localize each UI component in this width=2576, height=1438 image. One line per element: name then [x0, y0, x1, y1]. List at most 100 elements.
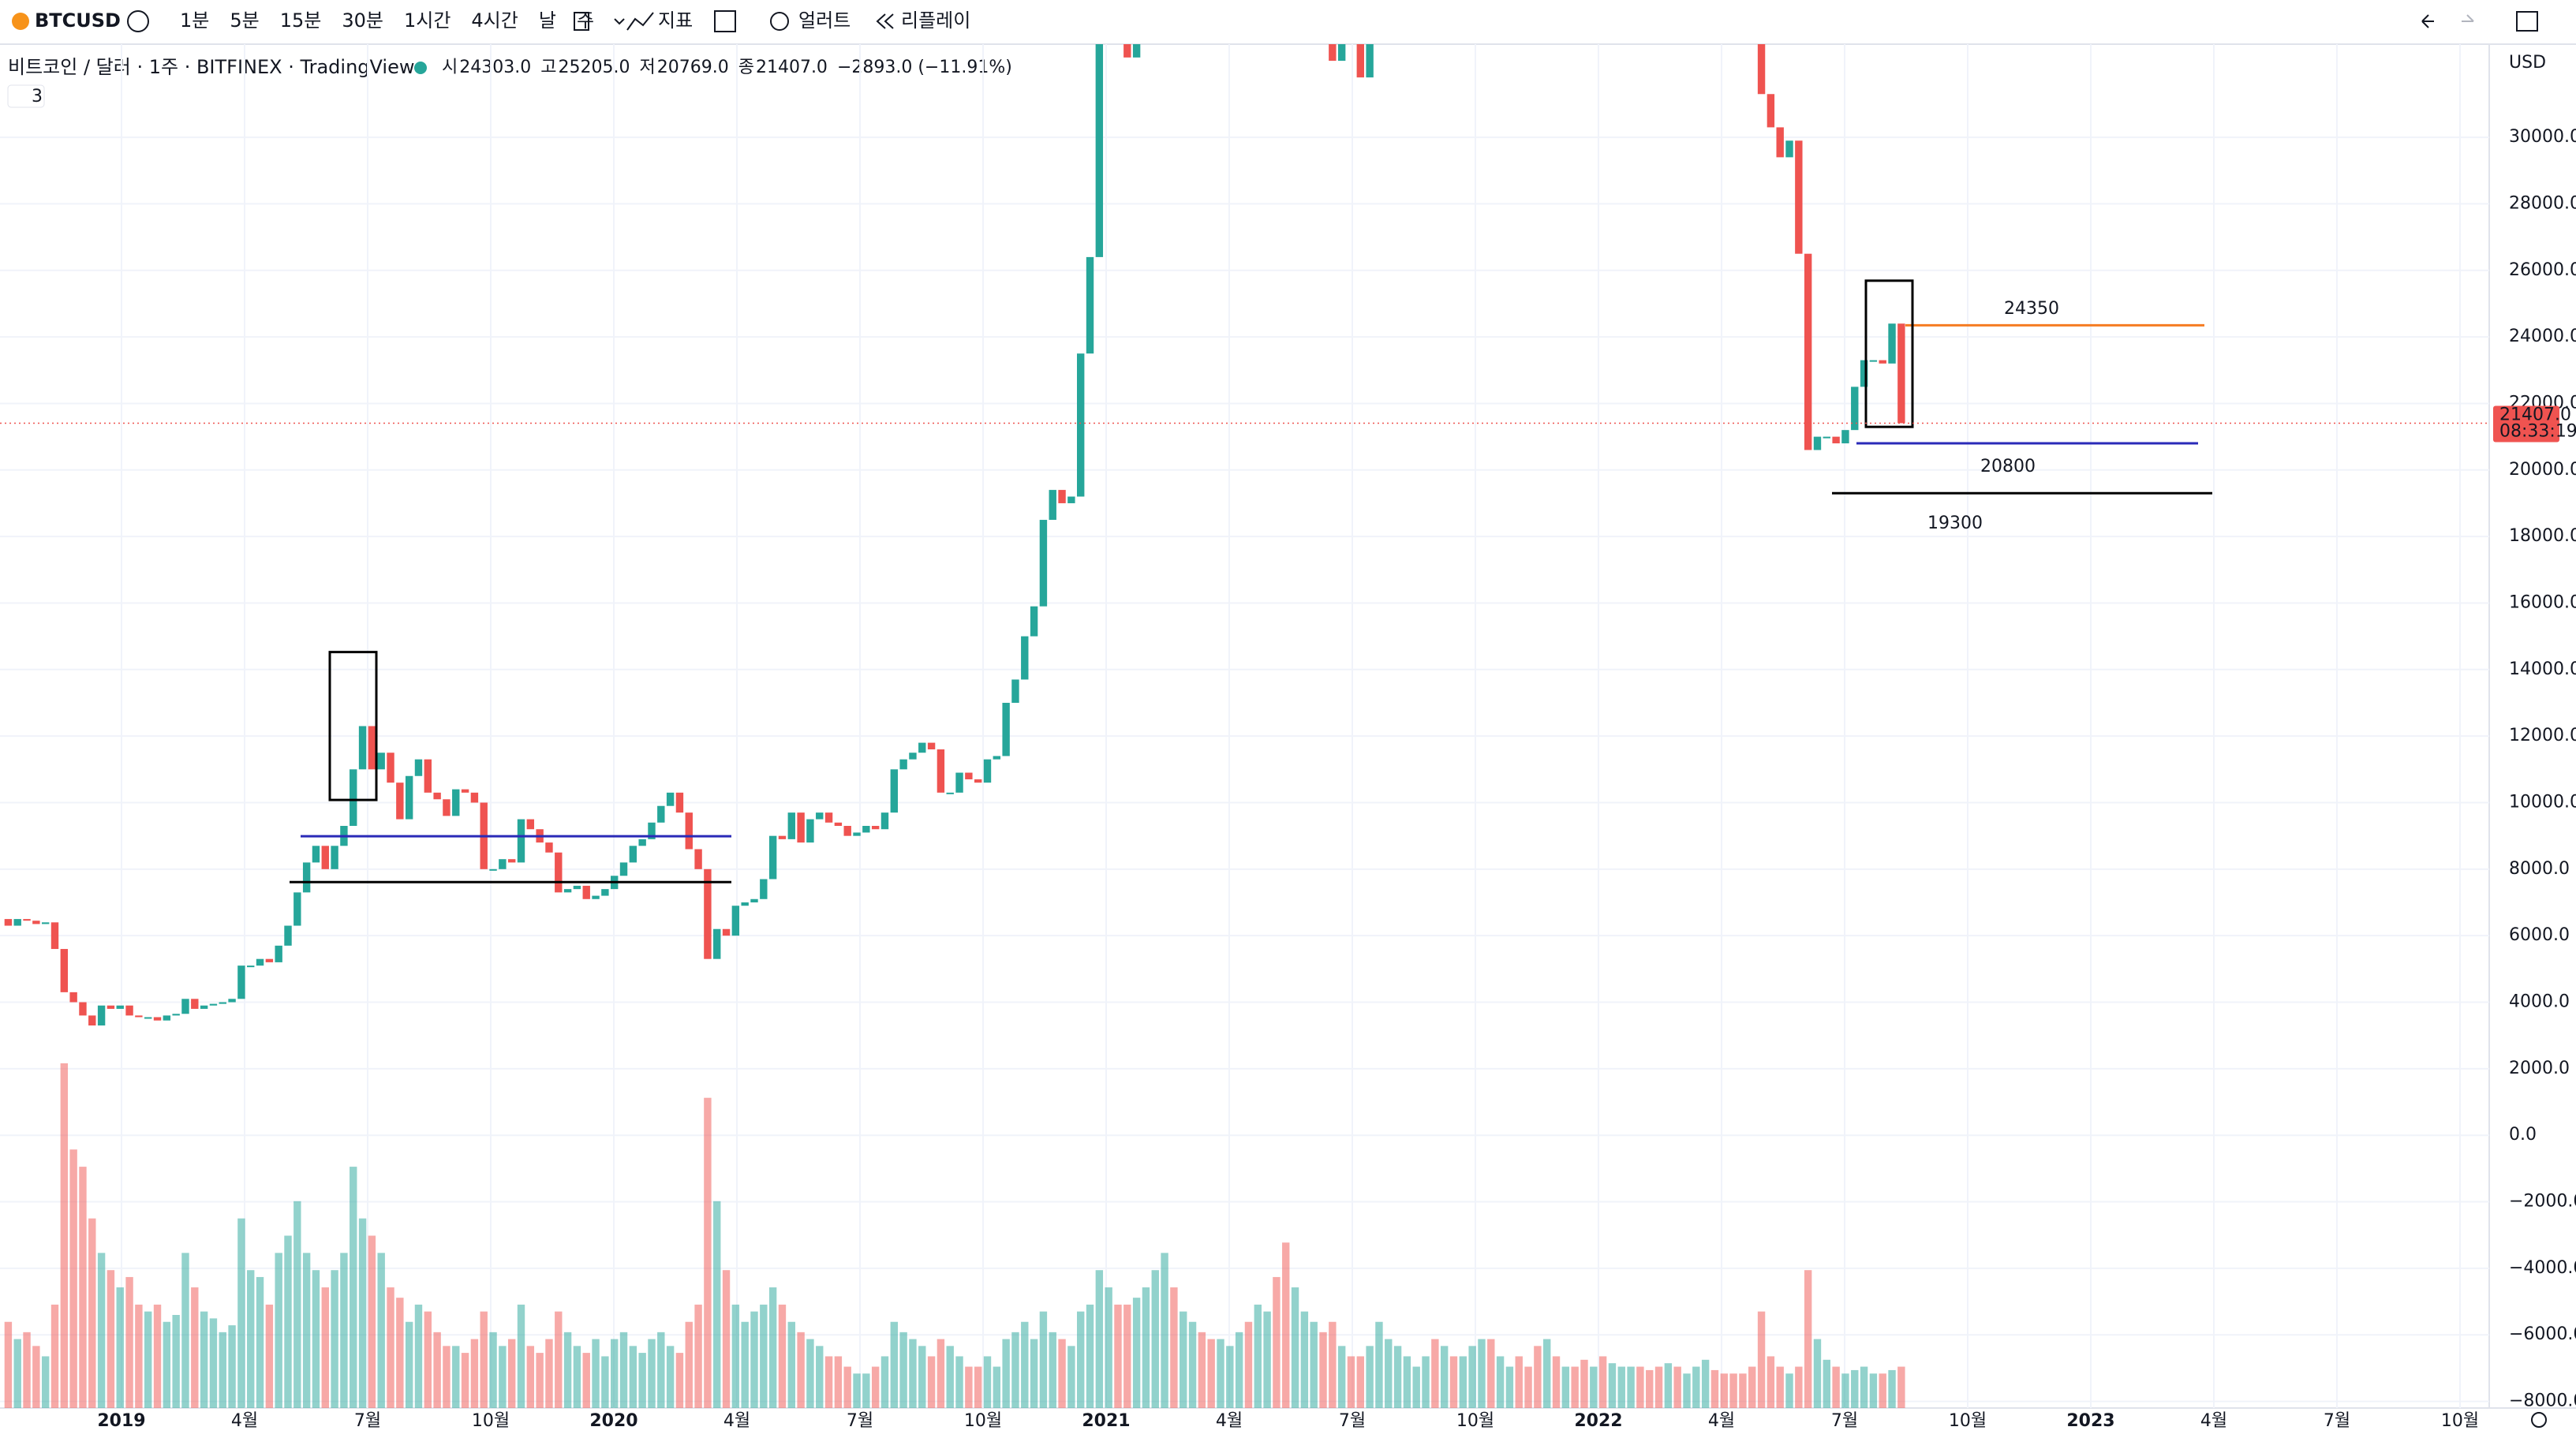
interval-button[interactable]: 30분	[342, 9, 383, 32]
y-tick-label: 28000.0	[2509, 193, 2576, 213]
candle-body	[191, 999, 199, 1009]
ohlc-change: −2893.0 (−11.91%)	[837, 58, 1012, 77]
candle-body	[806, 819, 814, 843]
volume-bar	[834, 1356, 843, 1408]
volume-bar	[1039, 1311, 1048, 1408]
y-tick-label: 20000.0	[2509, 460, 2576, 480]
candle-body	[937, 749, 945, 793]
candle-body	[1132, 44, 1141, 58]
volume-bar	[4, 1321, 13, 1408]
volume-bar	[79, 1167, 87, 1408]
volume-bar	[713, 1201, 721, 1408]
candle-body	[713, 928, 721, 959]
alerts-button[interactable]: 얼러트	[798, 9, 851, 32]
volume-bar	[1385, 1339, 1393, 1408]
symbol-icon[interactable]	[12, 13, 29, 30]
volume-bar	[1431, 1339, 1439, 1408]
volume-bar	[340, 1253, 348, 1408]
y-tick-label: 26000.0	[2509, 260, 2576, 280]
volume-bar	[284, 1235, 292, 1408]
interval-button[interactable]: 날	[539, 9, 556, 32]
candle-body	[983, 759, 992, 783]
interval-button[interactable]: 1시간	[404, 9, 451, 32]
interval-button[interactable]: 15분	[280, 9, 322, 32]
candle-body	[517, 819, 525, 863]
candle-body	[526, 819, 535, 830]
candle-body	[871, 826, 880, 830]
y-tick-label: −2000.0	[2509, 1192, 2576, 1212]
volume-bar	[974, 1366, 982, 1408]
volume-bar	[1440, 1346, 1449, 1408]
volume-bar	[1217, 1339, 1224, 1408]
ohlc-h-label: 고	[540, 58, 556, 77]
candle-body	[1879, 360, 1886, 364]
layout-button[interactable]	[714, 10, 736, 32]
candle-body	[694, 849, 702, 869]
volume-bar	[358, 1218, 367, 1408]
candle-body	[302, 862, 311, 893]
indicators-button[interactable]: 지표	[658, 9, 693, 32]
volume-bar	[321, 1287, 329, 1408]
candle-body	[704, 868, 712, 959]
volume-bar	[722, 1270, 731, 1408]
interval-button[interactable]: 4시간	[471, 9, 518, 32]
volume-bar	[1067, 1346, 1075, 1408]
candle-body	[965, 772, 973, 779]
volume-bar	[880, 1356, 889, 1408]
candle-body	[816, 812, 824, 820]
volume-bar	[350, 1167, 357, 1408]
interval-dropdown[interactable]	[614, 18, 625, 25]
volume-bar	[1226, 1346, 1234, 1408]
ohlc-h: 25205.0	[558, 58, 630, 77]
x-tick-label: 7월	[1339, 1411, 1366, 1431]
volume-bar	[1329, 1321, 1337, 1408]
volume-bar	[1627, 1366, 1635, 1408]
x-tick-label: 10월	[2441, 1411, 2479, 1431]
toolbar-bg	[0, 0, 2576, 44]
alert-icon[interactable]	[770, 12, 789, 31]
replay-icon[interactable]	[876, 13, 894, 29]
indicator-toggle[interactable]	[7, 84, 45, 108]
replay-button[interactable]: 리플레이	[901, 9, 970, 32]
volume-bar	[1496, 1356, 1505, 1408]
volume-bar	[1021, 1321, 1029, 1408]
chart-type-button[interactable]	[574, 12, 589, 31]
candle-body	[275, 945, 282, 962]
volume-bar	[443, 1346, 451, 1408]
interval-button[interactable]: 1분	[180, 9, 209, 32]
settings-button[interactable]	[2531, 1412, 2547, 1428]
interval-button[interactable]: 주	[577, 9, 594, 32]
volume-bar	[1515, 1356, 1523, 1408]
currency-label: USD	[2509, 53, 2546, 73]
redo-button[interactable]	[2462, 14, 2474, 22]
volume-bar	[1058, 1339, 1066, 1408]
volume-bar	[41, 1356, 50, 1408]
compare-button[interactable]	[127, 10, 149, 32]
candle-body	[880, 812, 889, 830]
candle-body	[358, 726, 367, 770]
volume-bar	[1151, 1270, 1159, 1408]
volume-bar	[470, 1339, 479, 1408]
volume-bar	[265, 1304, 274, 1408]
candle-body	[657, 805, 665, 823]
volume-bar	[1161, 1253, 1168, 1408]
interval-button[interactable]: 5분	[230, 9, 259, 32]
volume-bar	[768, 1287, 777, 1408]
candle-body	[237, 966, 245, 999]
highlight-box	[1864, 279, 1914, 428]
indicators-icon[interactable]	[626, 12, 654, 31]
candle-body	[1123, 44, 1131, 58]
candle-body	[563, 889, 572, 893]
volume-bar	[50, 1304, 59, 1408]
fullscreen-button[interactable]	[2516, 11, 2538, 32]
volume-bar	[191, 1287, 199, 1408]
volume-bar	[573, 1346, 581, 1408]
candle-body	[1804, 253, 1812, 450]
symbol[interactable]: BTCUSD	[35, 9, 121, 32]
volume-bar	[368, 1235, 376, 1408]
volume-bar	[1403, 1356, 1411, 1408]
undo-button[interactable]	[2421, 14, 2434, 28]
volume-bar	[1254, 1304, 1262, 1408]
candle-body	[153, 1017, 162, 1021]
